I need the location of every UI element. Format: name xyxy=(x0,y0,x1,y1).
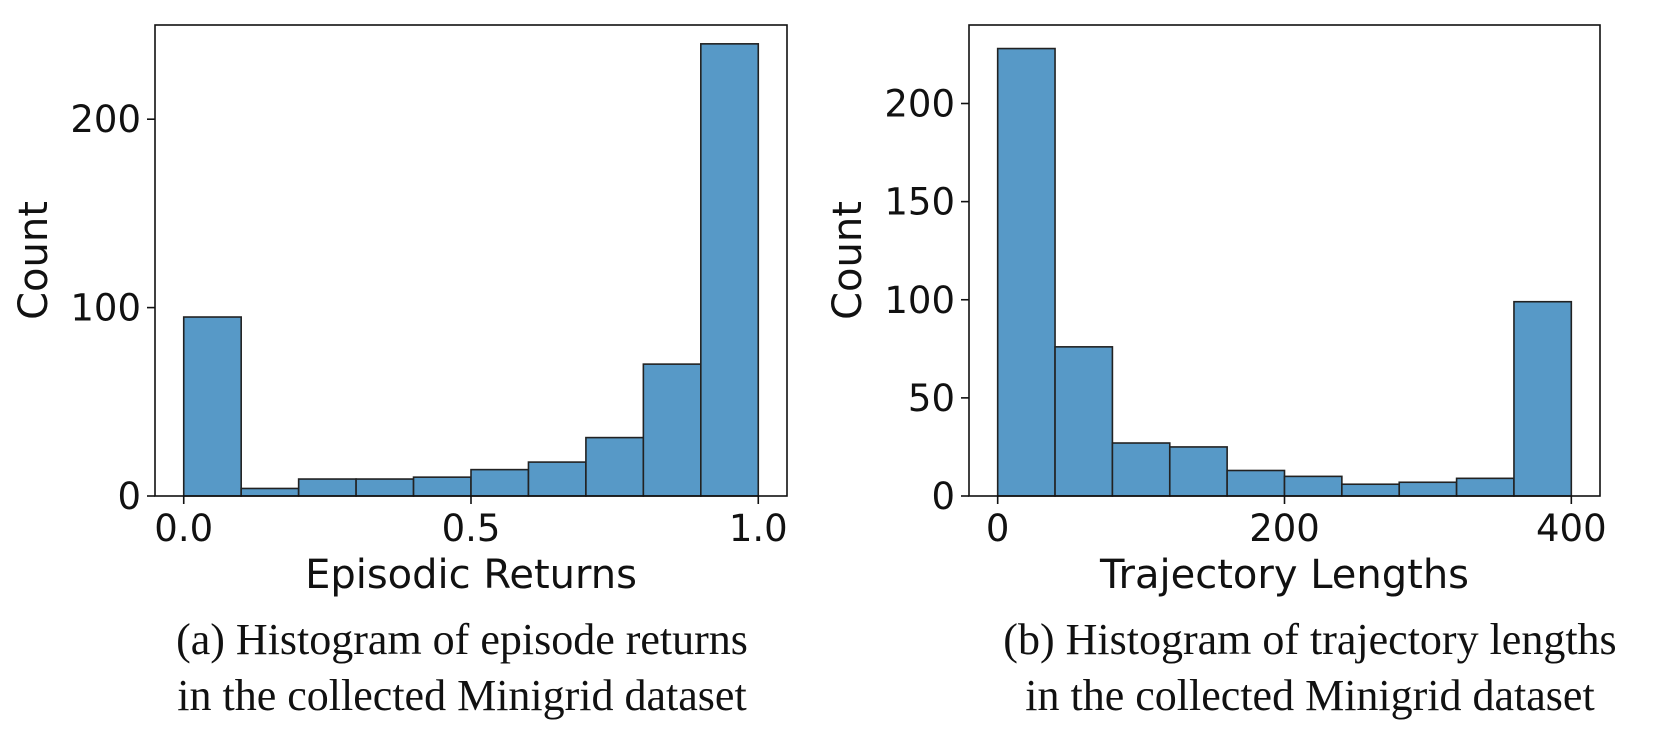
bars-group xyxy=(182,43,760,497)
histogram-bar xyxy=(1111,442,1171,497)
y-tick-label: 50 xyxy=(908,377,955,420)
histogram-bar xyxy=(1283,475,1343,497)
y-ticks: 0 100 200 xyxy=(70,98,155,518)
x-tick-label: 0 xyxy=(986,507,1010,550)
bars-group xyxy=(996,47,1573,497)
x-tick-label: 200 xyxy=(1249,507,1320,550)
histogram-bar xyxy=(355,478,415,497)
x-axis-label: Trajectory Lengths xyxy=(1099,552,1469,598)
histogram-bar xyxy=(585,436,645,497)
x-axis-label: Episodic Returns xyxy=(305,552,637,598)
histogram-bar xyxy=(527,461,587,497)
histogram-bar xyxy=(1168,446,1228,497)
x-tick-label: 0.0 xyxy=(154,507,213,550)
y-tick-label: 100 xyxy=(70,287,141,330)
histogram-bar xyxy=(470,468,530,497)
histogram-bar xyxy=(412,476,472,497)
figure: 0.0 0.5 1.0 0 100 200 Episodic Returns Count… xyxy=(11,24,1607,598)
caption-line: (b) Histogram of trajectory lengths xyxy=(1003,615,1617,664)
y-tick-label: 0 xyxy=(117,475,141,518)
x-tick-label: 400 xyxy=(1536,507,1607,550)
x-ticks: 0 200 400 xyxy=(986,496,1607,550)
y-axis-label: Count xyxy=(825,201,871,320)
caption-a: (a) Histogram of episode returns in the … xyxy=(112,612,812,724)
x-tick-label: 1.0 xyxy=(729,507,788,550)
histogram-bar xyxy=(1341,483,1401,497)
y-tick-label: 0 xyxy=(931,475,955,518)
y-ticks: 0 50 100 150 200 xyxy=(884,83,969,518)
x-ticks: 0.0 0.5 1.0 xyxy=(154,496,788,550)
y-tick-label: 100 xyxy=(884,279,955,322)
histogram-bar xyxy=(996,47,1056,497)
histogram-bar xyxy=(1398,481,1458,497)
histogram-bar xyxy=(1455,477,1515,497)
x-tick-label: 0.5 xyxy=(442,507,501,550)
caption-line: in the collected Minigrid dataset xyxy=(177,671,747,720)
histogram-episodic-returns: 0.0 0.5 1.0 0 100 200 Episodic Returns Count xyxy=(11,24,788,598)
y-tick-label: 150 xyxy=(884,181,955,224)
histogram-bar xyxy=(182,316,242,497)
y-tick-label: 200 xyxy=(884,83,955,126)
histogram-bar xyxy=(297,478,357,497)
caption-b: (b) Histogram of trajectory lengths in t… xyxy=(960,612,1660,724)
histogram-bar xyxy=(700,43,760,497)
histogram-bar xyxy=(642,363,702,497)
histogram-bar xyxy=(1054,346,1114,497)
y-axis-label: Count xyxy=(11,201,57,320)
caption-line: (a) Histogram of episode returns xyxy=(176,615,748,664)
histogram-bar xyxy=(240,487,300,497)
y-tick-label: 200 xyxy=(70,98,141,141)
histogram-bar xyxy=(1513,300,1573,497)
caption-line: in the collected Minigrid dataset xyxy=(1025,671,1595,720)
histogram-bar xyxy=(1226,469,1286,497)
